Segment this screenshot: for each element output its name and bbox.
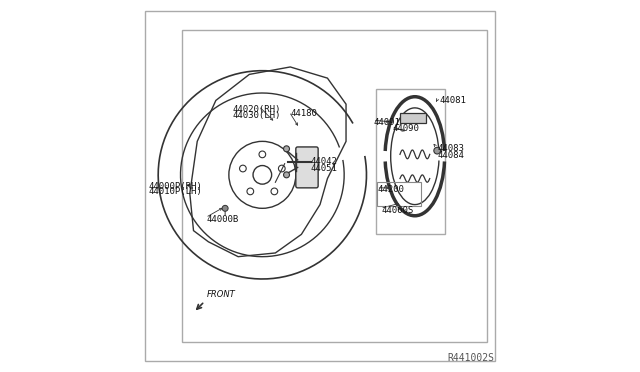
Bar [400,113,426,123]
Text: R441002S: R441002S [448,353,495,363]
Text: 44083: 44083 [437,144,464,153]
Circle shape [284,172,289,178]
Text: 44084: 44084 [437,151,464,160]
Text: 44010P(LH): 44010P(LH) [148,187,202,196]
Bar [182,30,488,342]
Text: 44000P(RH): 44000P(RH) [148,182,202,190]
Text: FRONT: FRONT [207,291,236,299]
Text: 44060S: 44060S [381,206,413,215]
Text: 44030(LH): 44030(LH) [232,111,281,120]
Circle shape [434,147,440,154]
Text: 44090: 44090 [392,124,419,133]
Circle shape [222,205,228,211]
Text: 44000B: 44000B [207,215,239,224]
Circle shape [284,146,289,152]
Bar [376,182,421,206]
Text: 44020(RH): 44020(RH) [232,105,281,114]
Text: 44042: 44042 [310,157,337,166]
Text: 44091: 44091 [374,118,401,126]
Text: 44051: 44051 [310,164,337,173]
Text: 44200: 44200 [378,185,404,194]
FancyBboxPatch shape [296,147,318,188]
Bar [376,89,445,234]
Text: 44180: 44180 [291,109,317,118]
Text: 44081: 44081 [439,96,466,105]
